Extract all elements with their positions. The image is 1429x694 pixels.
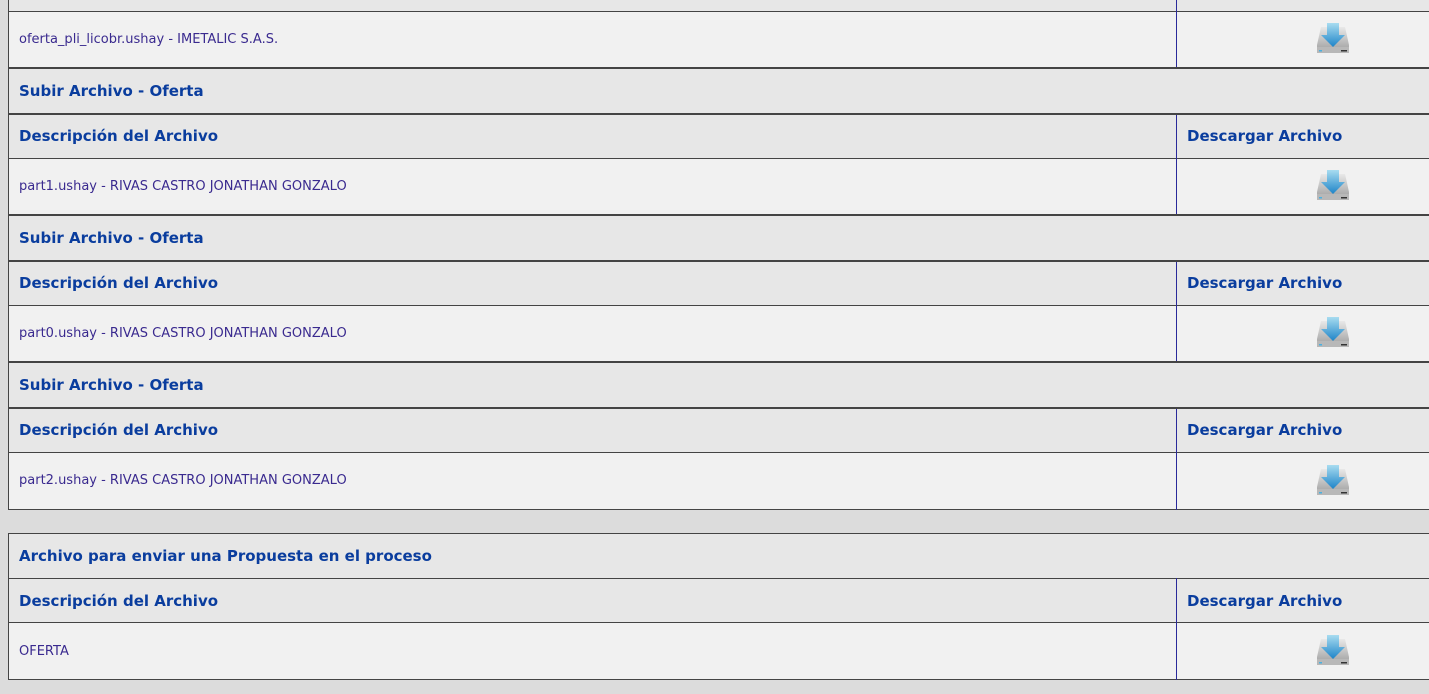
files-table-group: oferta_pli_licobr.ushay - IMETALIC S.A.S… [8, 0, 1429, 510]
section-title: Subir Archivo - Oferta [8, 69, 1429, 114]
download-icon[interactable] [1315, 168, 1351, 204]
download-icon[interactable] [1315, 463, 1351, 499]
file-description: oferta_pli_licobr.ushay - IMETALIC S.A.S… [8, 11, 1177, 68]
proposal-table-group: Archivo para enviar una Propuesta en el … [8, 533, 1429, 680]
column-header-description: Descripción del Archivo [8, 408, 1177, 452]
file-description: part1.ushay - RIVAS CASTRO JONATHAN GONZ… [8, 158, 1177, 215]
files-table-0: oferta_pli_licobr.ushay - IMETALIC S.A.S… [8, 0, 1429, 69]
table-row: oferta_pli_licobr.ushay - IMETALIC S.A.S… [8, 11, 1429, 68]
section-title: Subir Archivo - Oferta [8, 363, 1429, 408]
column-header-download: Descargar Archivo [1176, 261, 1429, 305]
download-icon[interactable] [1315, 315, 1351, 351]
table-row: part0.ushay - RIVAS CASTRO JONATHAN GONZ… [8, 305, 1429, 362]
file-description: part0.ushay - RIVAS CASTRO JONATHAN GONZ… [8, 305, 1177, 362]
proposal-table: Archivo para enviar una Propuesta en el … [8, 533, 1429, 680]
column-header-description: Descripción del Archivo [8, 261, 1177, 305]
table-row: part2.ushay - RIVAS CASTRO JONATHAN GONZ… [8, 452, 1429, 509]
file-description: OFERTA [8, 622, 1177, 680]
download-icon[interactable] [1315, 21, 1351, 57]
table-row: part1.ushay - RIVAS CASTRO JONATHAN GONZ… [8, 158, 1429, 215]
download-icon[interactable] [1315, 633, 1351, 669]
column-header-download: Descargar Archivo [1176, 578, 1429, 623]
files-table-3: Subir Archivo - Oferta Descripción del A… [8, 363, 1429, 510]
files-table-2: Subir Archivo - Oferta Descripción del A… [8, 216, 1429, 363]
column-header-download: Descargar Archivo [1176, 408, 1429, 452]
column-header-description: Descripción del Archivo [8, 578, 1177, 623]
column-header-description: Descripción del Archivo [8, 114, 1177, 158]
column-header-download: Descargar Archivo [1176, 114, 1429, 158]
section-title: Archivo para enviar una Propuesta en el … [8, 533, 1429, 579]
file-description: part2.ushay - RIVAS CASTRO JONATHAN GONZ… [8, 452, 1177, 509]
files-table-1: Subir Archivo - Oferta Descripción del A… [8, 69, 1429, 216]
table-row: OFERTA [8, 622, 1429, 680]
section-title: Subir Archivo - Oferta [8, 216, 1429, 261]
